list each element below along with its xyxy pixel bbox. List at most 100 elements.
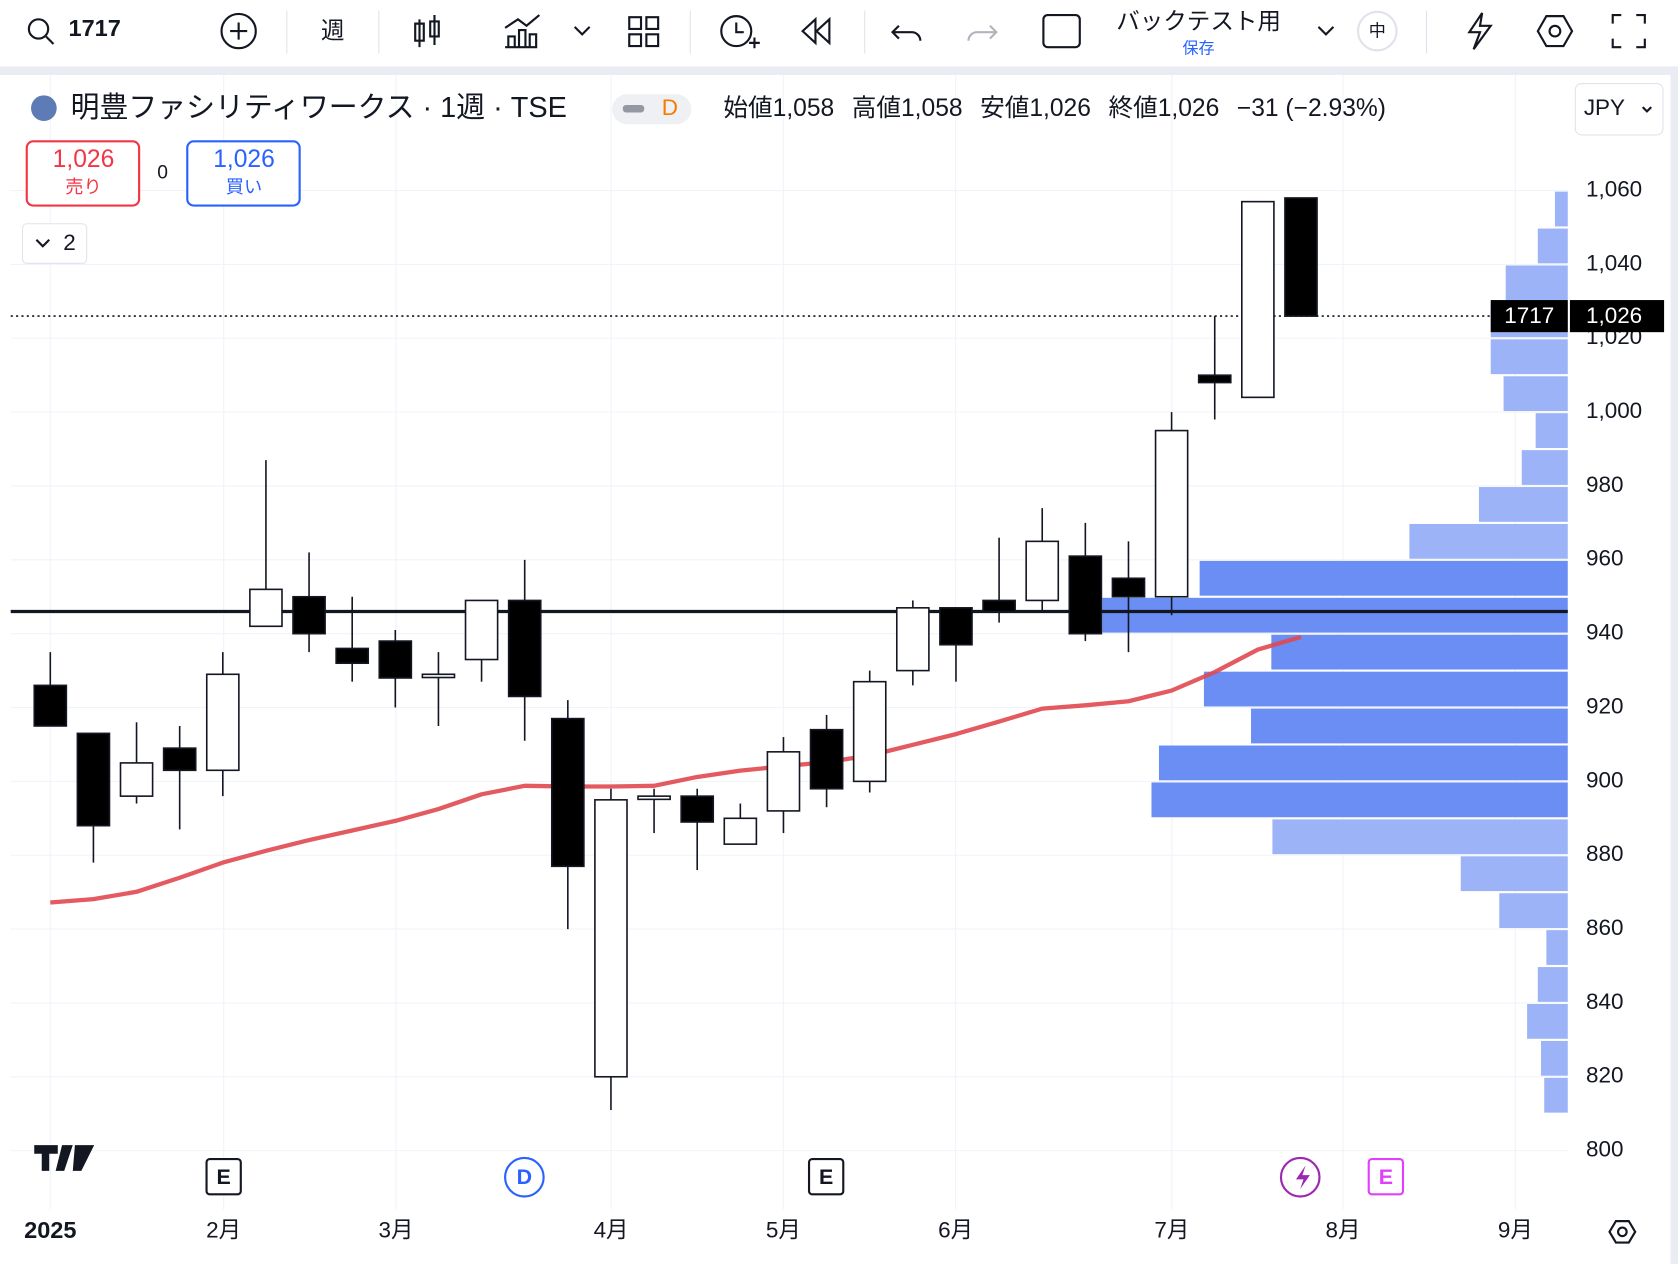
axis-settings [1617,1226,1628,1238]
candle-body [119,762,154,797]
y-tick-label: 860 [1586,915,1624,940]
buy-price: 1,026 [213,146,275,173]
y-tick-label: 1,000 [1586,398,1642,423]
undo[interactable] [890,25,922,41]
x-tick-label: 8月 [1326,1218,1361,1243]
x-tick-label: 9月 [1498,1218,1533,1243]
dropdown [1641,106,1653,113]
symbol-tag-bg [1490,300,1568,333]
profile-bar [1544,1077,1568,1113]
instrument: 明豊ファシリティワークス · 1週 · TSE [71,92,567,124]
axis-settings[interactable] [1608,1220,1637,1244]
event-label: E [217,1165,231,1189]
interval[interactable]: 週 [321,17,345,43]
replay[interactable] [801,16,831,46]
search-icon [45,35,55,45]
moving-average [50,634,1302,905]
ohlc-value: 1,058 [773,95,835,122]
layouts[interactable] [628,16,660,48]
dropdown[interactable] [573,26,591,36]
candle-body [680,795,715,823]
profile-bar [1199,560,1568,596]
dropdown[interactable] [1317,26,1335,36]
event-label: D [517,1165,532,1189]
search-icon[interactable] [27,18,50,40]
ohlc-label: 始値 [723,94,772,122]
profile-bar [1521,450,1568,485]
profile-bar [1478,487,1568,522]
y-tick-label: 840 [1586,989,1624,1014]
indicators[interactable] [504,14,541,49]
badge: D [662,95,678,120]
layout-box[interactable] [1042,13,1081,49]
change: −31 (−2.93%) [1237,95,1386,122]
candle-body [1154,429,1189,598]
candle-body [33,684,68,727]
candle-body [939,607,973,646]
y-tick-label: 800 [1586,1137,1624,1162]
quick-search[interactable] [1467,12,1493,50]
ohlc-label: 終値 [1108,94,1157,122]
buy-button[interactable] [186,140,301,207]
profile-bar [1503,376,1568,412]
y-tick-label: 980 [1586,472,1624,497]
earnings-event[interactable] [205,1157,242,1196]
profile-bar [1251,708,1568,744]
dividend-event[interactable] [504,1156,545,1198]
symbol[interactable]: 1717 [68,15,120,41]
candle-body [205,673,240,772]
profile-bar [1409,523,1568,559]
profile-bar [1460,856,1568,892]
x-tick-label: 5月 [766,1218,801,1243]
alert[interactable] [720,15,753,48]
candle-body [550,717,585,868]
redo[interactable] [967,25,998,41]
candle-body [378,640,413,679]
candle-body [76,732,111,827]
news-icon [1295,1165,1310,1190]
profile-bar [1272,819,1568,855]
save-status: 保存 [1183,40,1215,58]
candle-body [982,599,1016,613]
ohlc-value: 1,058 [901,95,963,122]
size-button[interactable] [1356,10,1398,52]
earnings-event[interactable] [1367,1157,1405,1196]
candle-body [1197,374,1232,384]
x-tick-label: 3月 [378,1218,413,1243]
candle-body [421,673,456,679]
x-tick-label: 2月 [206,1218,241,1243]
ohlc: 始値1,058 高値1,058 安値1,026 終値1,026 −31 (−2.… [723,94,1386,122]
sell-button[interactable] [25,140,141,207]
toolbar-border [0,66,1678,75]
candle-body [637,795,671,801]
sell-label: 売り [65,177,101,197]
badge-icon [622,104,645,113]
symbol-tag: 1717 [1504,303,1554,328]
alert [735,22,760,49]
candle-body [335,647,370,665]
profile-bar [1505,265,1568,301]
y-tick-label: 940 [1586,620,1624,645]
chevron [35,239,50,248]
y-tick-label: 920 [1586,693,1624,718]
settings[interactable] [1536,15,1574,48]
layout-name[interactable]: バックテスト用 [1116,8,1281,34]
y-tick-label: 880 [1586,841,1624,866]
add-symbol[interactable] [220,12,257,50]
profile-bar [1158,745,1568,781]
indicator-toggle[interactable] [21,223,88,264]
settings [1548,24,1562,38]
event-label: E [819,1165,833,1189]
y-tick-label: 1,040 [1586,250,1642,275]
candle-body [292,595,326,635]
toolbar: 1717 週 バックテスト用 保存 中 [27,8,1646,58]
x-tick-label: 4月 [594,1218,629,1243]
candle-body [1025,540,1060,602]
chart-type[interactable] [414,15,440,48]
earnings-event[interactable] [807,1157,845,1196]
fullscreen[interactable] [1611,13,1646,49]
candle-body [1111,577,1146,598]
candle-body [249,588,283,628]
right-border [1670,66,1678,1264]
currency-button[interactable] [1574,83,1664,136]
